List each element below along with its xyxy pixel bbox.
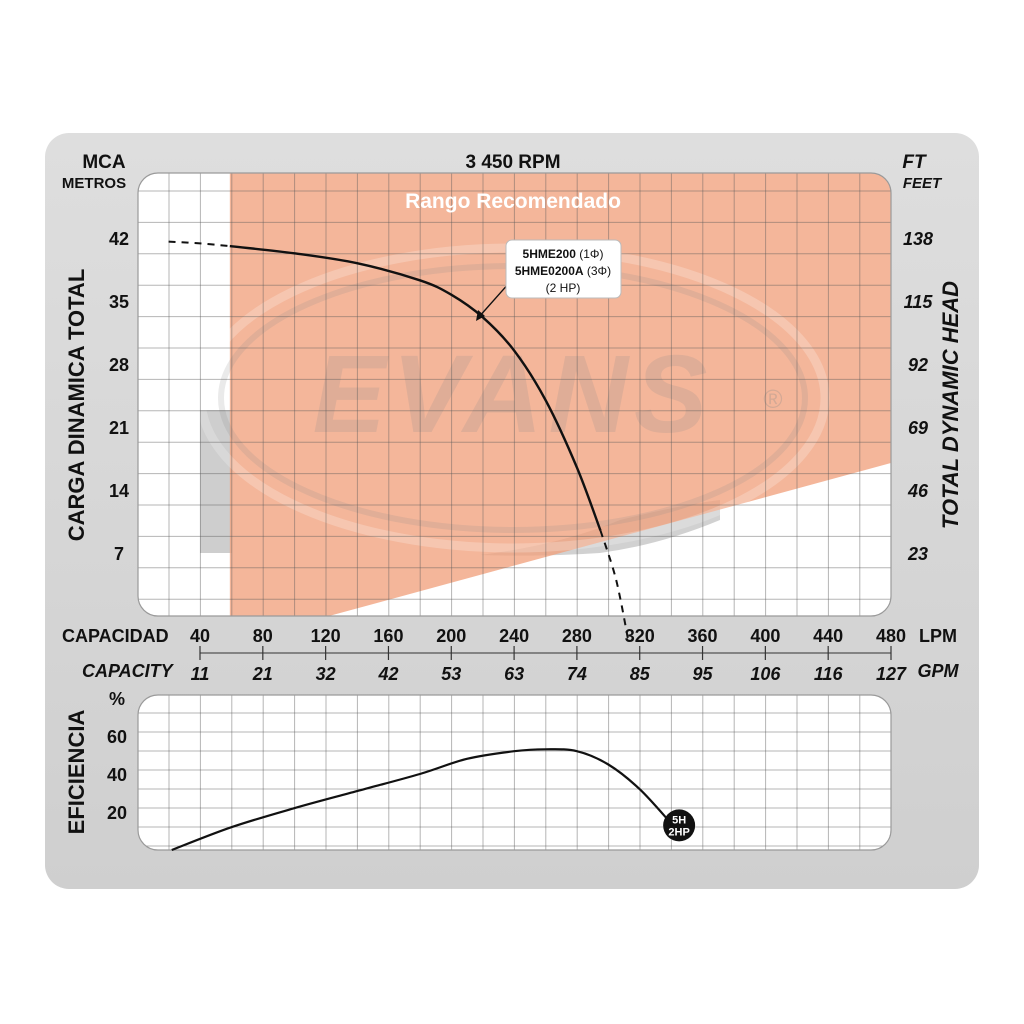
y-tick-label-ft: 46 xyxy=(907,481,929,501)
callout-phase-2: (3Φ) xyxy=(587,264,611,278)
x-tick-label-gpm: 95 xyxy=(693,664,714,684)
callout-phase-1: (1Φ) xyxy=(579,247,603,261)
efficiency-y-axis-label: EFICIENCIA xyxy=(64,710,89,835)
x-tick-label-gpm: 74 xyxy=(567,664,587,684)
x-tick-label-lpm: 240 xyxy=(499,626,529,646)
badge-line-1: 5H xyxy=(672,814,686,826)
head-chart: EVANS ® Rango Recomendado 5HME200 (1Φ) 5H… xyxy=(64,172,963,644)
x-tick-label-lpm: 200 xyxy=(436,626,466,646)
x-tick-label-gpm: 85 xyxy=(630,664,651,684)
capacity-axis: CAPACIDAD CAPACITY LPM GPM 40 11 80 21 120 32… xyxy=(62,626,959,684)
y-tick-label: 35 xyxy=(109,292,129,312)
x-tick-label-gpm: 127 xyxy=(876,664,907,684)
y-tick-label-ft: 69 xyxy=(908,418,928,438)
x-tick-label-lpm: 320 xyxy=(625,626,655,646)
efficiency-plot-area xyxy=(138,695,891,850)
y-tick-label-ft: 138 xyxy=(903,229,933,249)
x-tick-label-gpm: 106 xyxy=(750,664,781,684)
x-tick-label-lpm: 280 xyxy=(562,626,592,646)
efficiency-y-tick-label: 40 xyxy=(107,765,127,785)
shadow-left xyxy=(200,410,232,553)
x-tick-label-lpm: 120 xyxy=(311,626,341,646)
efficiency-curve xyxy=(171,748,672,852)
x-axis-label: CAPACIDAD xyxy=(62,626,169,646)
y-tick-label: 42 xyxy=(109,229,129,249)
head-y-axis-label: CARGA DINAMICA TOTAL xyxy=(64,269,89,542)
recommended-range-area xyxy=(229,173,891,616)
head-curve-solid xyxy=(229,244,602,531)
x-tick-label-gpm: 116 xyxy=(814,664,844,684)
evans-watermark: EVANS ® xyxy=(196,243,830,553)
watermark-registered: ® xyxy=(763,384,782,414)
x-tick-label-gpm: 32 xyxy=(316,664,336,684)
y-tick-label-ft: 23 xyxy=(907,544,928,564)
y-tick-label: 21 xyxy=(109,418,129,438)
badge-line-2: 2HP xyxy=(668,826,689,838)
badge-circle xyxy=(663,809,696,842)
callout-box xyxy=(505,239,622,299)
x-tick-label-gpm: 42 xyxy=(377,664,398,684)
callout-arrow xyxy=(477,281,511,319)
head-y-ticks-feet: 23 46 69 92 115 138 xyxy=(903,229,933,564)
efficiency-y-tick-label: 20 xyxy=(107,803,127,823)
x-tick-label-lpm: 480 xyxy=(876,626,906,646)
x-ticks: 40 11 80 21 120 32 160 42 200 53 240 63 280 74 320 85 36… xyxy=(190,626,907,684)
x-tick-label-gpm: 53 xyxy=(441,664,461,684)
y-tick-label: 14 xyxy=(109,481,129,501)
efficiency-y-tick-label: 60 xyxy=(107,727,127,747)
head-curve-dashed-start xyxy=(168,240,230,248)
callout-model-2: 5HME0200A xyxy=(515,264,584,278)
left-unit-label: MCA xyxy=(82,152,126,173)
svg-text:5HME0200A (3Φ): 5HME0200A (3Φ) xyxy=(515,264,611,278)
x-tick-label-gpm: 21 xyxy=(252,664,273,684)
efficiency-y-ticks: 20 40 60 xyxy=(107,727,127,823)
x-tick-label-lpm: 400 xyxy=(750,626,780,646)
x-tick-label-lpm: 440 xyxy=(813,626,843,646)
head-y-axis-label-right: TOTAL DYNAMIC HEAD xyxy=(938,281,963,529)
right-unit-sub-label: FEET xyxy=(903,175,943,192)
callout-model-1: 5HME200 xyxy=(523,247,577,261)
x-tick-label-lpm: 80 xyxy=(253,626,273,646)
x-tick-label-gpm: 11 xyxy=(191,664,210,684)
x-unit-gpm: GPM xyxy=(917,661,959,681)
x-axis-label-alt: CAPACITY xyxy=(82,661,175,681)
callout-power: (2 HP) xyxy=(546,281,581,295)
x-unit-lpm: LPM xyxy=(919,626,957,646)
model-callout: 5HME200 (1Φ) 5HME0200A (3Φ) (2 HP) xyxy=(476,239,622,321)
head-y-ticks-metros: 7 14 21 28 35 42 xyxy=(109,229,129,564)
efficiency-unit: % xyxy=(109,689,125,709)
x-tick-label-lpm: 360 xyxy=(688,626,718,646)
x-tick-label-lpm: 160 xyxy=(373,626,403,646)
recommended-range-label: Rango Recomendado xyxy=(405,190,621,213)
svg-text:5HME200 (1Φ): 5HME200 (1Φ) xyxy=(523,247,604,261)
left-unit-sub-label: METROS xyxy=(62,175,126,192)
y-tick-label-ft: 92 xyxy=(908,355,928,375)
efficiency-curve-group xyxy=(171,748,672,852)
watermark-text: EVANS xyxy=(313,333,714,456)
y-tick-label: 28 xyxy=(109,355,129,375)
right-unit-label: FT xyxy=(902,152,927,173)
x-tick-label-gpm: 63 xyxy=(504,664,524,684)
rpm-title: 3 450 RPM xyxy=(465,152,560,173)
x-tick-label-lpm: 40 xyxy=(190,626,210,646)
head-curve-group xyxy=(168,240,630,644)
callout-arrowhead xyxy=(476,310,485,321)
y-tick-label-ft: 115 xyxy=(904,292,934,312)
efficiency-grid xyxy=(138,695,891,850)
y-tick-label: 7 xyxy=(114,544,124,564)
